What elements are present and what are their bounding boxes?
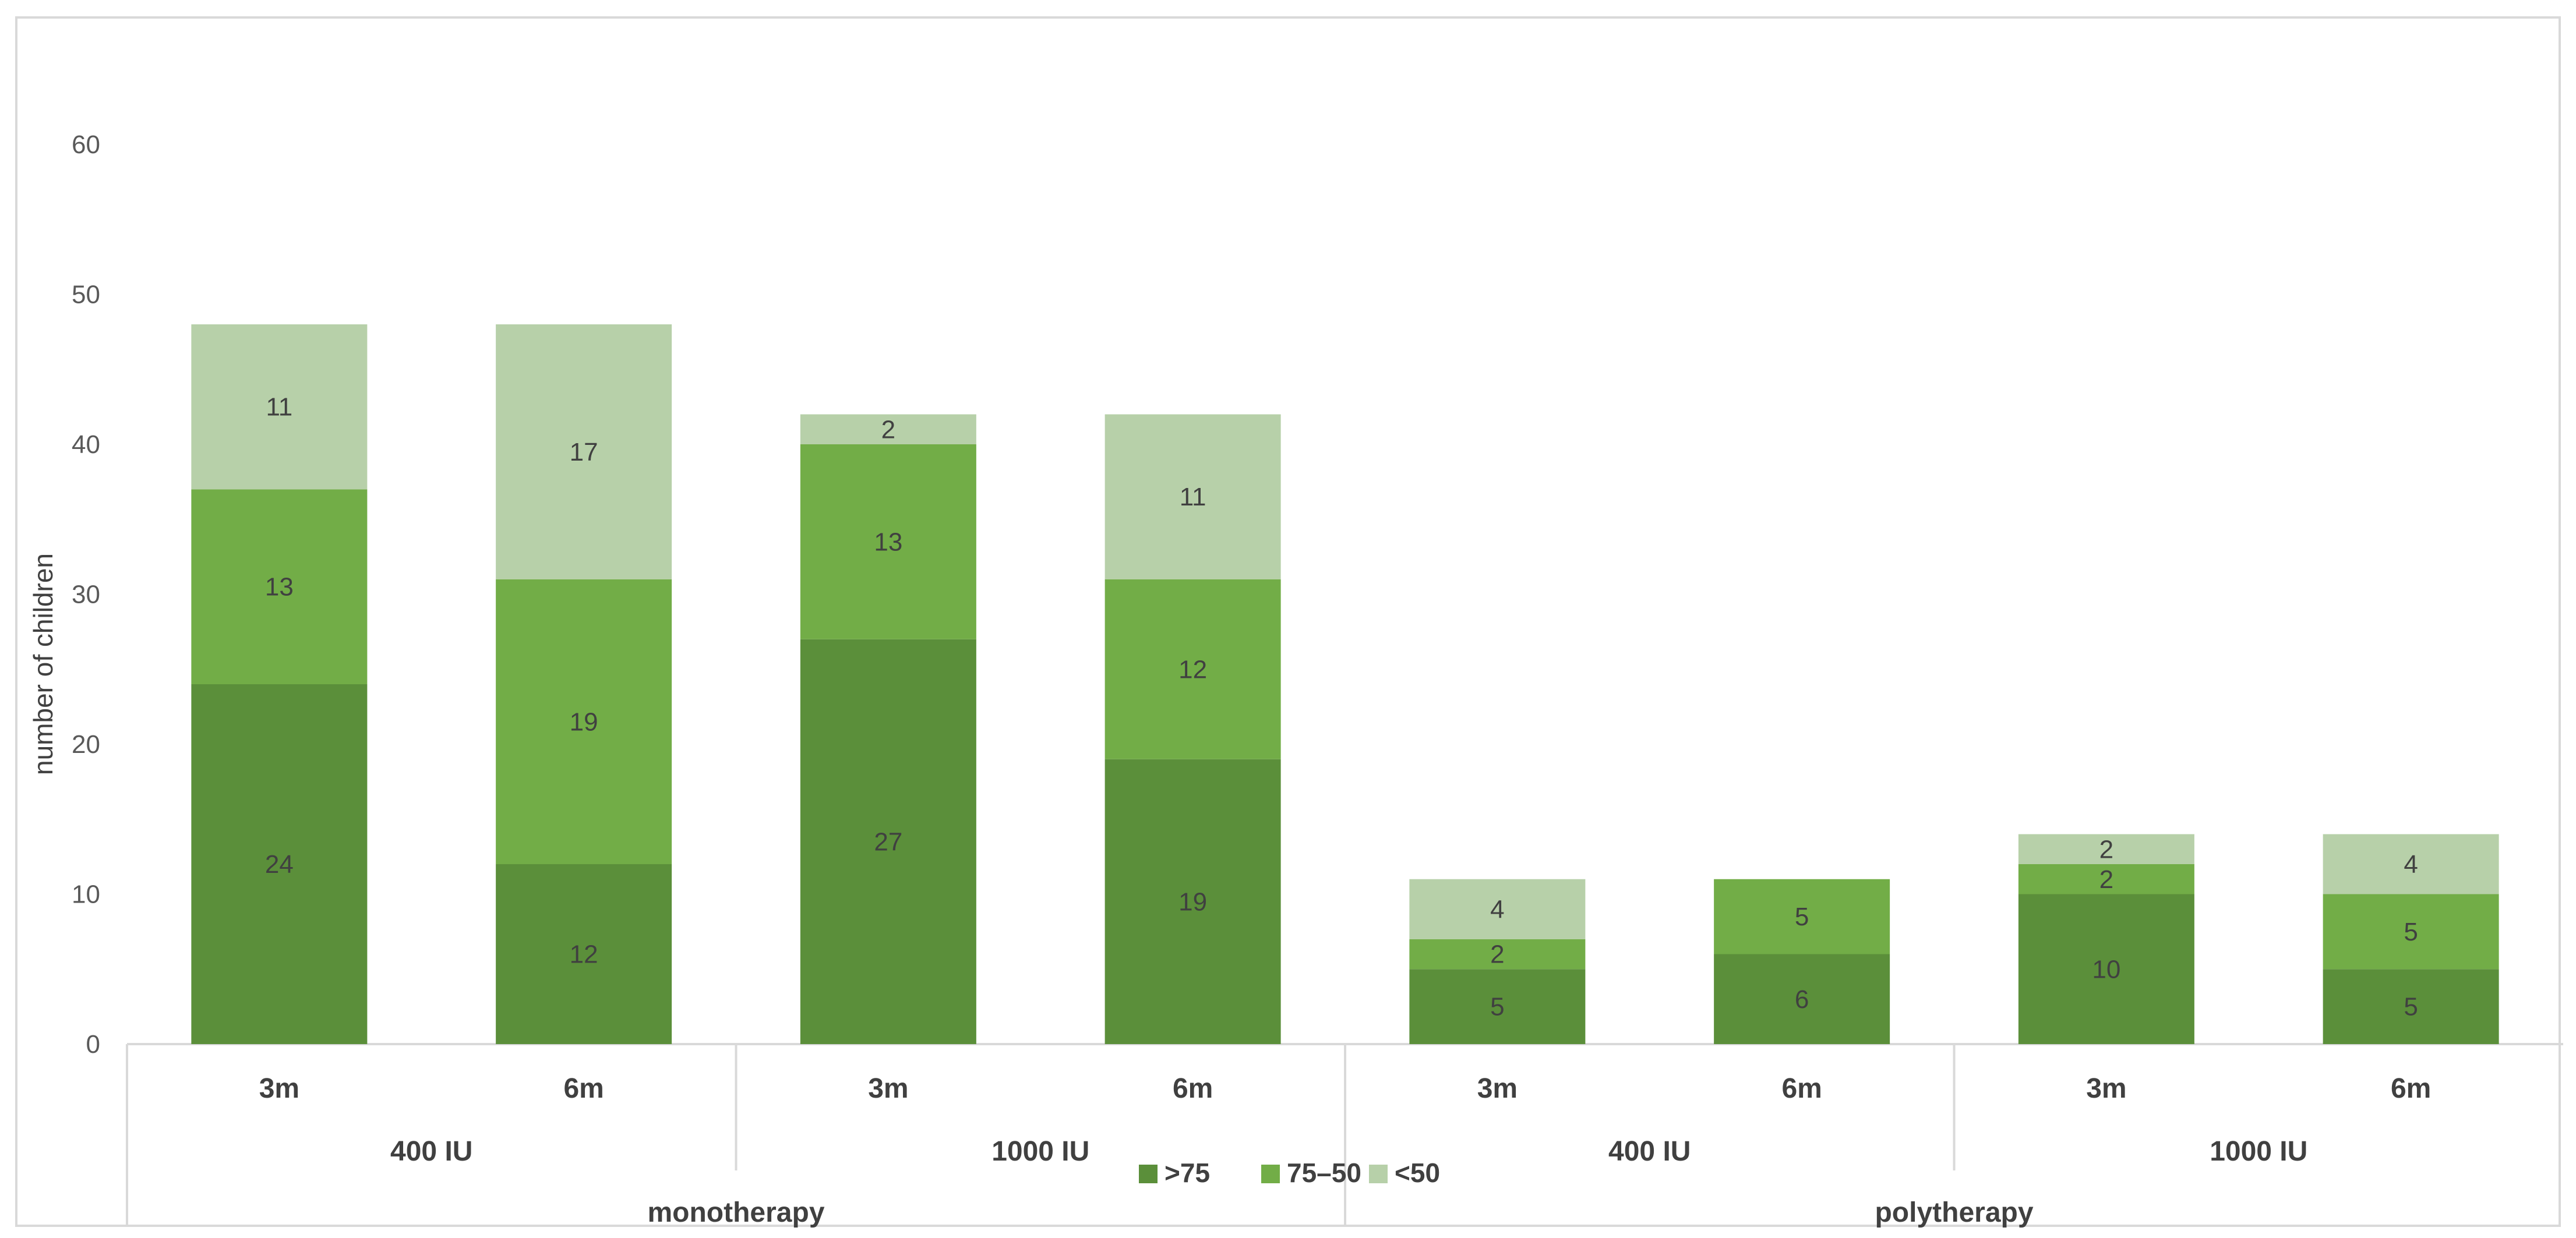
bar-segment	[191, 324, 368, 490]
data-label: 2	[881, 415, 895, 444]
legend-label: <50	[1395, 1158, 1440, 1188]
bar-segment	[2018, 834, 2194, 864]
dose-group-label: 400 IU	[1608, 1136, 1691, 1167]
data-label: 5	[1795, 903, 1809, 931]
bar-layer	[191, 324, 2499, 1044]
data-label: 6	[1795, 985, 1809, 1014]
bar-segment	[2018, 864, 2194, 894]
bar-segment	[496, 579, 672, 864]
bar-segment	[800, 414, 976, 444]
data-label: 13	[265, 573, 294, 602]
therapy-group-label: monotherapy	[647, 1197, 824, 1228]
data-label: 2	[1490, 940, 1504, 969]
bar-segment	[2323, 894, 2499, 970]
bar-segment	[191, 684, 368, 1044]
data-label: 19	[570, 708, 598, 736]
legend-swatch	[1261, 1165, 1280, 1183]
data-label: 5	[2404, 993, 2418, 1021]
data-label: 5	[1490, 993, 1504, 1021]
y-tick-label: 50	[72, 281, 100, 309]
data-label: 17	[570, 438, 598, 466]
y-tick-label: 20	[72, 730, 100, 759]
bar-segment	[2323, 969, 2499, 1044]
bar-segment	[1409, 879, 1586, 939]
bar-segment	[1104, 759, 1281, 1044]
bar-segment	[800, 444, 976, 639]
x-tick-label: 6m	[1173, 1073, 1213, 1104]
bar-segment	[1714, 954, 1890, 1044]
bar-segment	[2323, 834, 2499, 894]
bar-segment	[191, 489, 368, 684]
legend-label: 75–50	[1287, 1158, 1361, 1188]
data-label: 4	[1490, 895, 1504, 924]
data-label: 11	[266, 393, 293, 422]
y-tick-label: 10	[72, 880, 100, 909]
bar-segment	[496, 324, 672, 579]
x-tick-label: 6m	[563, 1073, 604, 1104]
data-label: 10	[2092, 955, 2120, 984]
data-label: 5	[2404, 918, 2418, 946]
x-tick-label: 3m	[868, 1073, 908, 1104]
bar-segment	[1409, 939, 1586, 970]
bar-segment	[2018, 894, 2194, 1044]
data-label: 27	[874, 827, 902, 856]
bar-segment	[1714, 879, 1890, 954]
x-tick-label: 6m	[2391, 1073, 2431, 1104]
bar-segment	[496, 864, 672, 1044]
dose-group-label: 1000 IU	[2210, 1136, 2307, 1167]
data-label: 4	[2404, 850, 2418, 879]
legend-label: >75	[1165, 1158, 1210, 1188]
dose-group-label: 1000 IU	[991, 1136, 1089, 1167]
data-label: 12	[570, 940, 598, 969]
y-tick-label: 40	[72, 430, 100, 459]
data-label: 2	[2099, 865, 2113, 894]
y-tick-label: 0	[86, 1030, 100, 1059]
x-tick-label: 3m	[1477, 1073, 1518, 1104]
data-label: 19	[1178, 887, 1207, 916]
data-label: 11	[1180, 483, 1206, 511]
data-label: 24	[265, 850, 294, 879]
x-tick-label: 3m	[2086, 1073, 2126, 1104]
bar-segment	[1409, 969, 1586, 1044]
x-tick-label: 3m	[259, 1073, 299, 1104]
y-tick-label: 30	[72, 581, 100, 609]
therapy-group-label: polytherapy	[1875, 1197, 2033, 1228]
bar-segment	[1104, 579, 1281, 759]
legend: >75 75–50 <50	[1139, 1158, 1440, 1188]
y-axis-title: number of children	[28, 553, 58, 775]
legend-swatch	[1139, 1165, 1158, 1183]
legend-swatch	[1369, 1165, 1388, 1183]
bar-segment	[1104, 414, 1281, 579]
data-label: 13	[874, 528, 902, 556]
dose-group-label: 400 IU	[390, 1136, 472, 1167]
bar-segment	[800, 639, 976, 1044]
data-label: 12	[1178, 655, 1207, 684]
data-label: 2	[2099, 835, 2113, 864]
x-tick-label: 6m	[1781, 1073, 1822, 1104]
y-tick-label: 60	[72, 130, 100, 159]
